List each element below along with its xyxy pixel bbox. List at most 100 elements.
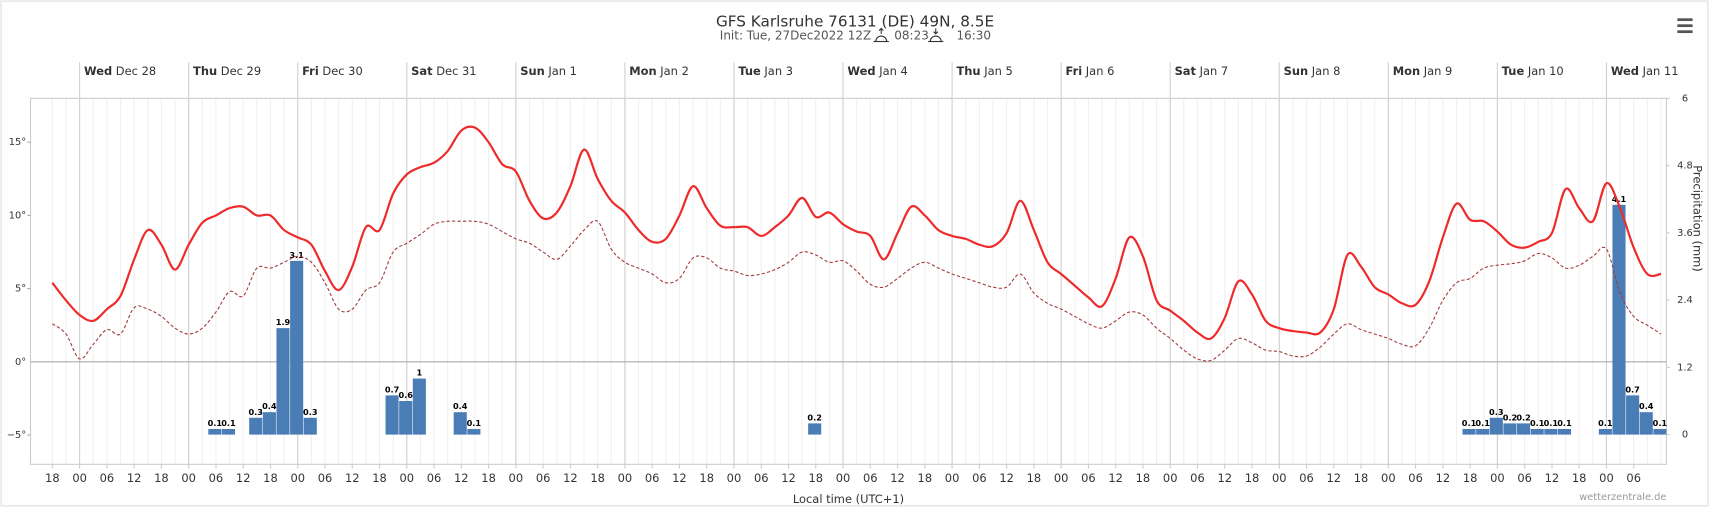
- day-weekday: Mon: [1393, 64, 1420, 78]
- day-label: Mon Jan 2: [629, 64, 689, 78]
- x-tick-label: 18: [1354, 471, 1369, 485]
- precip-label: 0.2: [1516, 412, 1530, 422]
- x-tick-label: 06: [318, 471, 333, 485]
- precip-label: 0.1: [1462, 418, 1477, 428]
- day-label: Fri Jan 6: [1066, 64, 1115, 78]
- x-tick-label: 12: [1545, 471, 1560, 485]
- precip-bar: [1612, 204, 1626, 435]
- precip-bar: [249, 417, 263, 435]
- x-tick-label: 12: [1436, 471, 1451, 485]
- precip-bar: [262, 412, 276, 435]
- x-tick-label: 18: [1572, 471, 1587, 485]
- precip-bar: [1544, 429, 1558, 435]
- precip-label: 0.3: [303, 407, 318, 417]
- y2-tick-label: 2.4: [1677, 295, 1693, 306]
- x-tick-label: 18: [1245, 471, 1260, 485]
- x-tick-label: 18: [1027, 471, 1042, 485]
- x-tick-label: 06: [427, 471, 442, 485]
- day-date: Jan 6: [1085, 64, 1115, 78]
- day-label: Wed Jan 4: [847, 64, 907, 78]
- day-label: Mon Jan 9: [1393, 64, 1453, 78]
- x-tick-label: 12: [1327, 471, 1342, 485]
- x-tick-label: 00: [72, 471, 87, 485]
- day-weekday: Wed: [84, 64, 112, 78]
- precip-label: 3.1: [289, 250, 304, 260]
- x-tick-label: 18: [699, 471, 714, 485]
- x-tick-label: 00: [1054, 471, 1069, 485]
- precip-bar: [303, 417, 317, 435]
- x-tick-label: 00: [509, 471, 524, 485]
- day-date: Jan 1: [547, 64, 577, 78]
- x-tick-label: 12: [672, 471, 687, 485]
- y-tick-label: 15°: [9, 137, 26, 148]
- precip-bar: [1557, 429, 1572, 435]
- y-tick-label: 0°: [15, 357, 26, 368]
- precip-bar: [808, 423, 822, 435]
- day-label: Sat Jan 7: [1175, 64, 1229, 78]
- x-tick-label: 12: [563, 471, 578, 485]
- y-tick-label: 5°: [15, 284, 26, 295]
- x-tick-label: 06: [1190, 471, 1205, 485]
- precip-label: 0.1: [1653, 418, 1668, 428]
- precip-label: 0.4: [1639, 401, 1654, 411]
- x-tick-label: 06: [1081, 471, 1096, 485]
- precip-label: 0.1: [1530, 418, 1545, 428]
- precip-label: 1.9: [276, 317, 291, 327]
- y2-tick-label: 1.2: [1677, 362, 1693, 373]
- sunset-time: 16:30: [956, 29, 991, 43]
- day-label: Wed Jan 11: [1611, 64, 1679, 78]
- day-weekday: Tue: [1502, 64, 1525, 78]
- sunrise-time: 08:23: [894, 29, 929, 43]
- x-tick-label: 18: [808, 471, 823, 485]
- dewpoint-line: [52, 220, 1662, 362]
- x-tick-label: 18: [1463, 471, 1478, 485]
- precip-label: 0.4: [453, 401, 468, 411]
- precip-bar: [290, 260, 304, 435]
- y2-tick-label: 3.6: [1677, 228, 1693, 239]
- precip-bar: [221, 429, 236, 435]
- x-tick-label: 12: [999, 471, 1014, 485]
- day-date: Jan 8: [1311, 64, 1341, 78]
- day-date: Jan 3: [763, 64, 793, 78]
- day-date: Jan 2: [659, 64, 689, 78]
- precip-label: 0.1: [1598, 418, 1613, 428]
- day-weekday: Sun: [1284, 64, 1309, 78]
- x-tick-label: 00: [290, 471, 305, 485]
- day-date: Dec 30: [322, 64, 362, 78]
- x-tick-label: 12: [890, 471, 905, 485]
- precip-label: 0.7: [1625, 384, 1640, 394]
- precip-bar: [399, 400, 413, 435]
- x-tick-label: 06: [100, 471, 115, 485]
- precip-bar: [1653, 429, 1667, 435]
- x-tick-label: 00: [400, 471, 415, 485]
- precip-label: 0.7: [385, 384, 400, 394]
- precip-label: 0.1: [1475, 418, 1490, 428]
- chart-title: GFS Karlsruhe 76131 (DE) 49N, 8.5E: [716, 12, 994, 30]
- y2-tick-label: 6: [1682, 93, 1688, 104]
- menu-button[interactable]: [1677, 18, 1693, 34]
- day-date: Jan 4: [878, 64, 908, 78]
- x-tick-label: 18: [1136, 471, 1151, 485]
- x-tick-label: 06: [972, 471, 987, 485]
- x-tick-label: 00: [1381, 471, 1396, 485]
- x-tick-label: 12: [127, 471, 142, 485]
- day-date: Dec 31: [436, 64, 476, 78]
- x-tick-label: 06: [536, 471, 551, 485]
- precip-bar: [276, 328, 290, 435]
- x-tick-label: 00: [618, 471, 633, 485]
- y-tick-label: −5°: [7, 430, 26, 441]
- day-label: Sat Dec 31: [411, 64, 476, 78]
- precip-label: 0.3: [249, 407, 264, 417]
- precip-label: 0.1: [1557, 418, 1572, 428]
- precip-bar: [1476, 429, 1490, 435]
- chart-subtitle: Init: Tue, 27Dec2022 12Z: [720, 29, 871, 43]
- day-weekday: Thu: [956, 64, 980, 78]
- x-tick-label: 12: [1217, 471, 1232, 485]
- x-tick-label: 06: [1299, 471, 1314, 485]
- day-label: Tue Jan 3: [738, 64, 793, 78]
- day-label: Fri Dec 30: [302, 64, 363, 78]
- x-tick-label: 18: [590, 471, 605, 485]
- x-tick-label: 18: [154, 471, 169, 485]
- day-weekday: Wed: [1611, 64, 1639, 78]
